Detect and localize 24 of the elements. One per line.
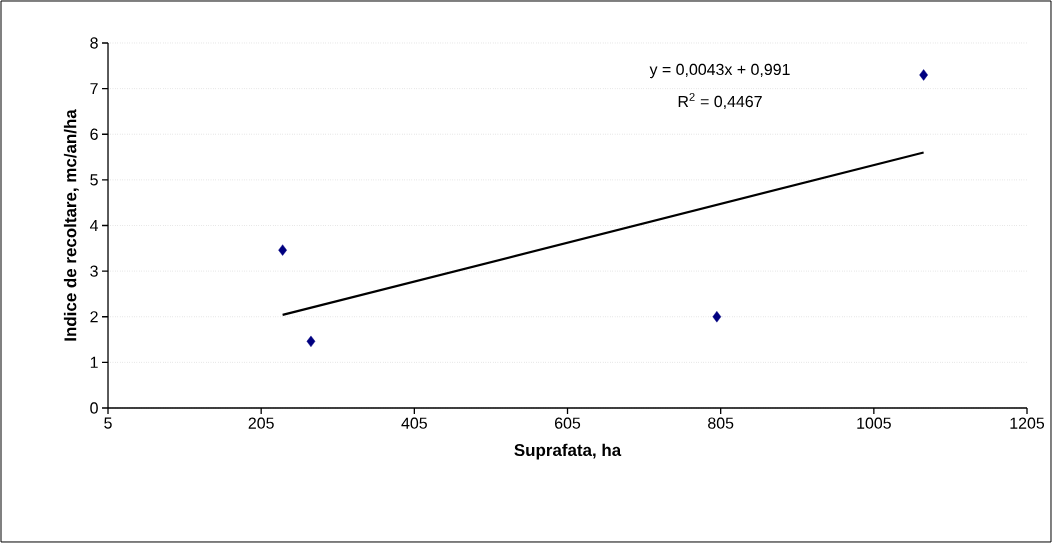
x-tick-label: 1205 [1010, 417, 1045, 429]
y-tick-label: 0 [90, 402, 98, 414]
annotation: R$^{2}$ = 0,4467 [678, 92, 762, 110]
y-tick-label: 8 [90, 37, 98, 49]
y-tick-label: 1 [90, 356, 98, 368]
x-axis-title: Suprafata, ha [514, 443, 622, 460]
point [306, 335, 316, 348]
y-tick-label: 2 [90, 311, 98, 323]
y-tick-label: 7 [90, 83, 98, 95]
point [712, 311, 722, 323]
x-tick-label: 405 [401, 417, 427, 429]
x-tick-label: 1005 [857, 417, 891, 429]
x-tick-label: 205 [248, 417, 274, 429]
point [919, 69, 928, 81]
x-tick-label: 5 [104, 417, 112, 429]
y-axis-title: Indice de recoltare, mc/an/ha [63, 109, 79, 341]
x-tick-label: 805 [708, 417, 734, 429]
y-tick-label: 4 [89, 220, 99, 231]
y-tick-label: 5 [90, 174, 98, 186]
point [278, 244, 287, 256]
annotation: y = 0,0043x + 0,991 [649, 63, 790, 79]
y-tick-label: 6 [90, 128, 98, 140]
x-tick-label: 605 [555, 417, 581, 429]
y-tick-label: 3 [90, 265, 98, 277]
